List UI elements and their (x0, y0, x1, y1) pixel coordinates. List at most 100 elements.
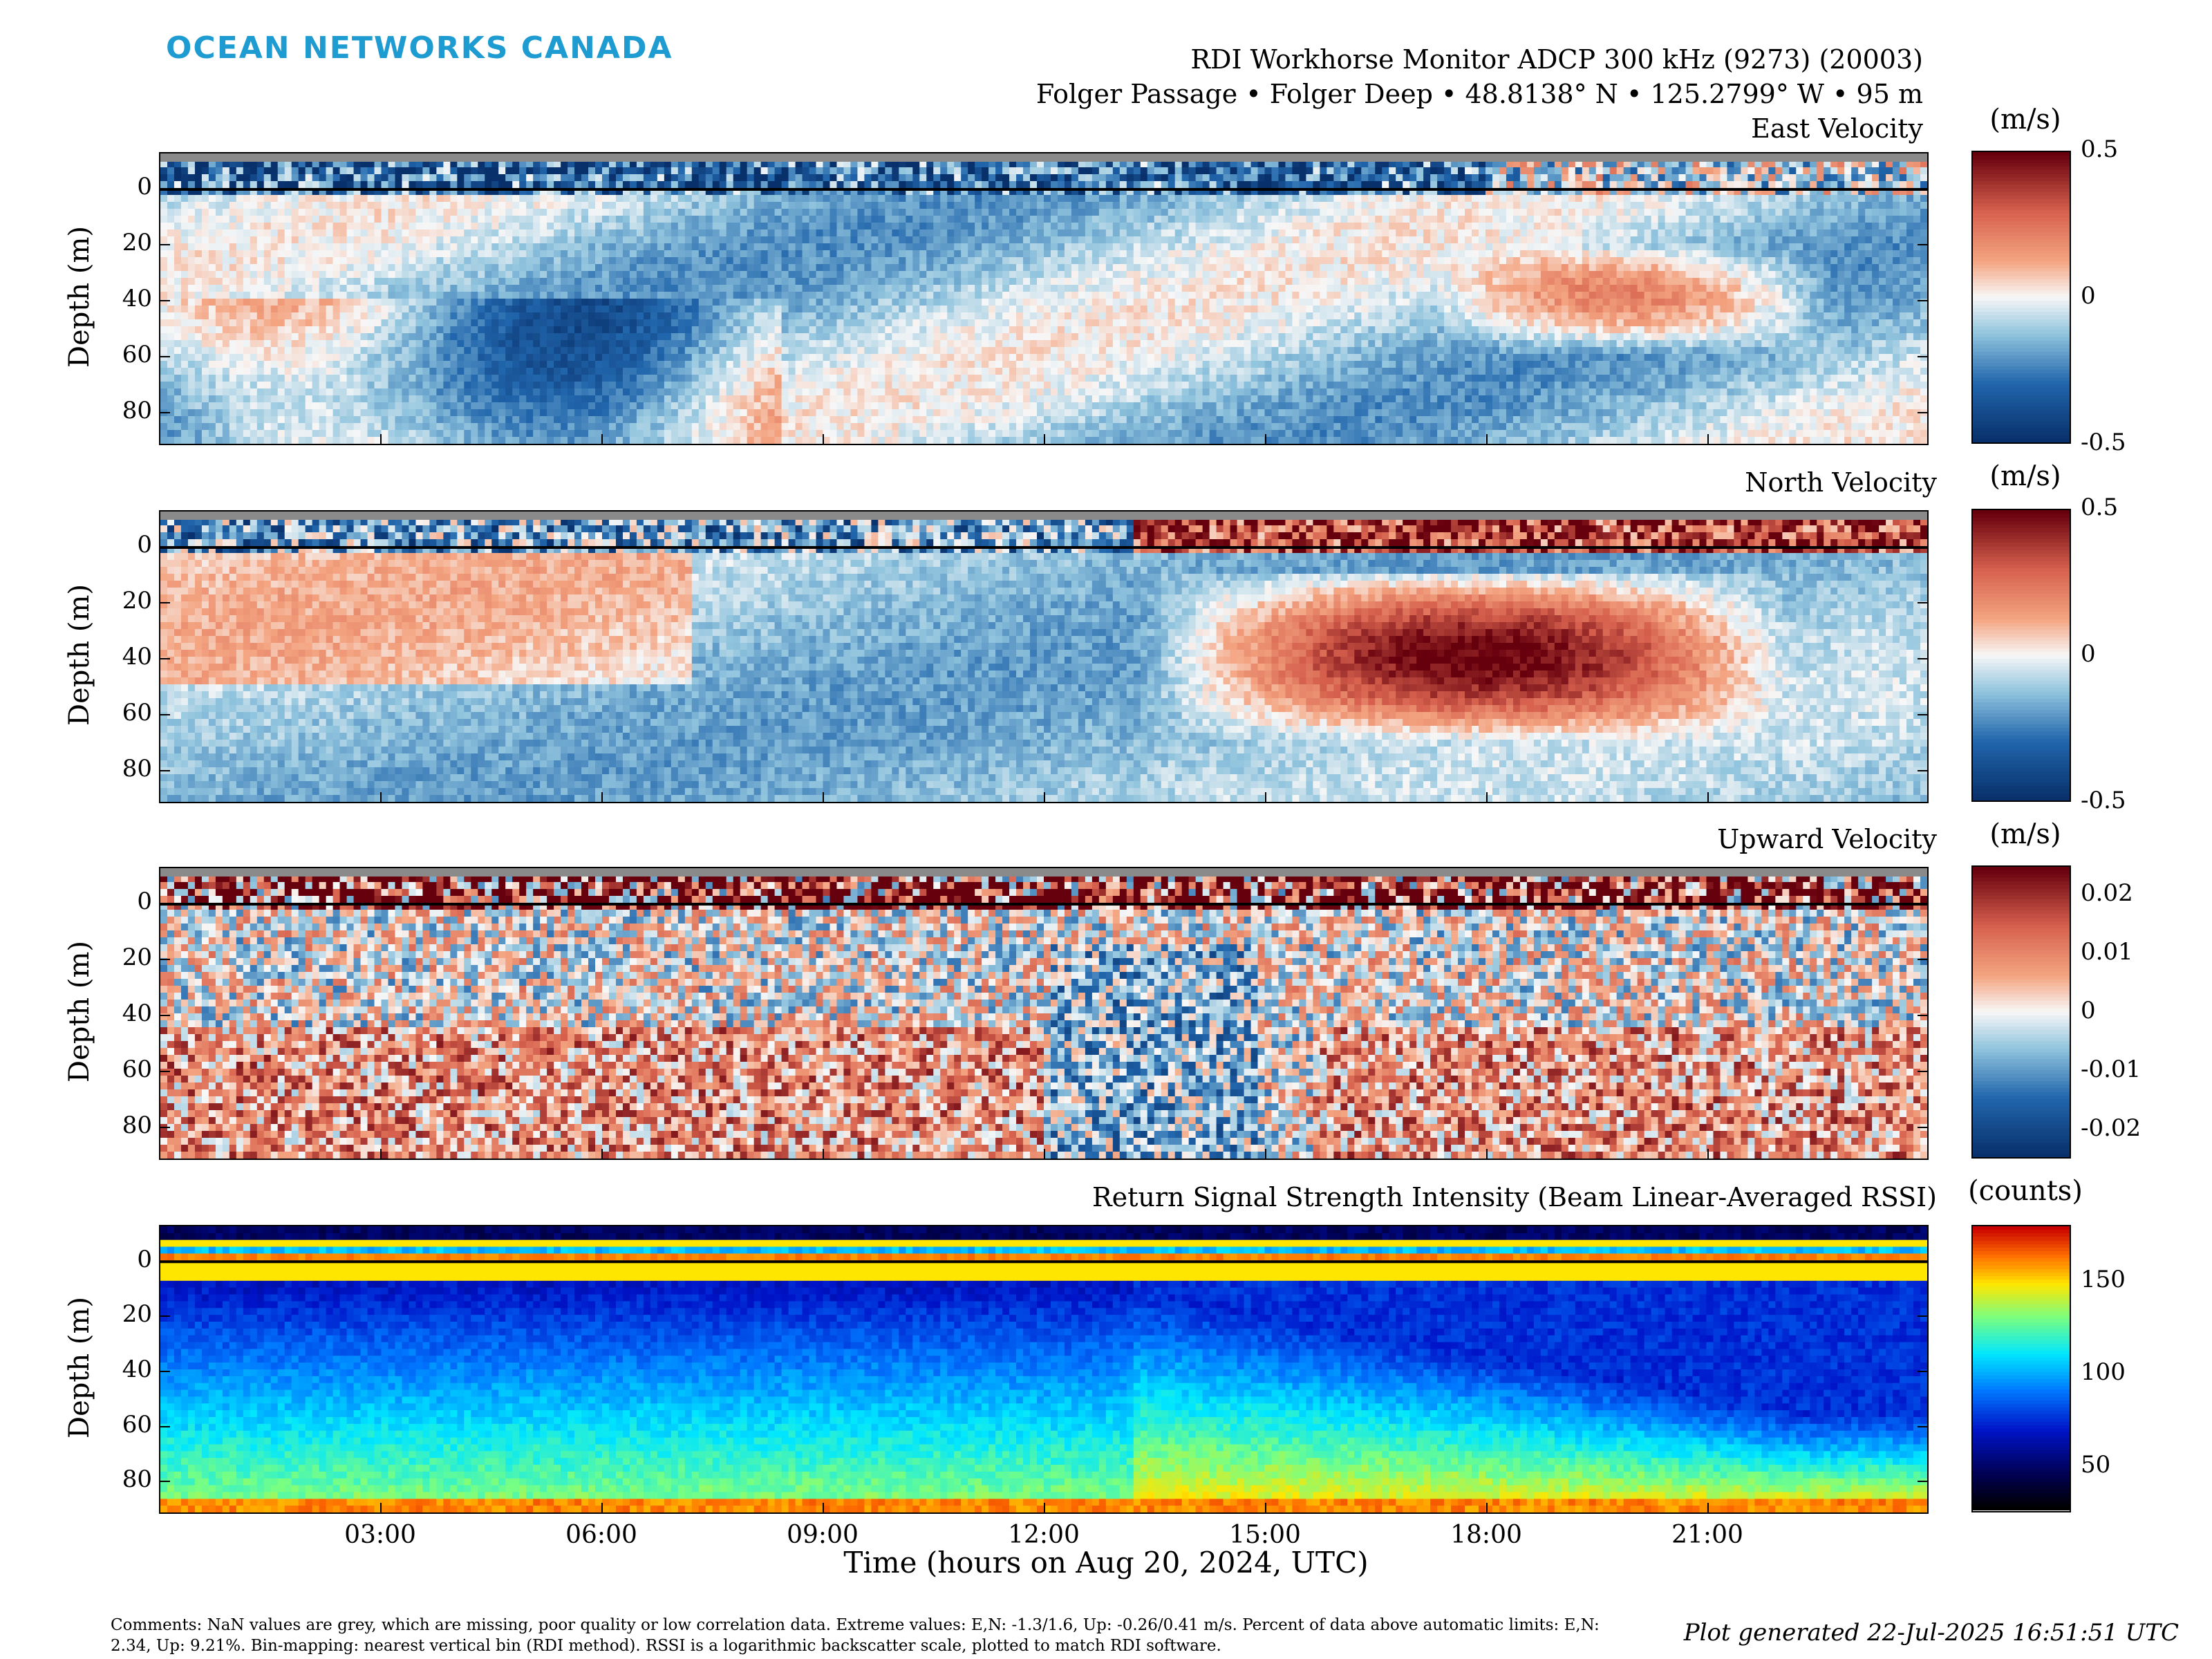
colorbar-swatch (1973, 1275, 2070, 1280)
colorbar-swatch (1973, 1471, 2070, 1475)
colorbar-swatch (1973, 925, 2070, 929)
y-tick-mark (1918, 300, 1929, 302)
colorbar-swatch (1973, 601, 2070, 605)
y-tick-label: 80 (97, 1465, 152, 1493)
colorbar-swatch (1973, 1446, 2070, 1450)
colorbar-swatch (1973, 1240, 2070, 1244)
colorbar-swatch (1973, 881, 2070, 885)
colorbar-swatch (1973, 1265, 2070, 1269)
x-tick-label: 21:00 (1652, 1521, 1763, 1549)
y-tick-mark (159, 769, 170, 771)
colorbar-swatch (1973, 778, 2070, 782)
colorbar-swatch (1973, 239, 2070, 243)
colorbar-swatch (1973, 1308, 2070, 1312)
x-tick-mark (1707, 1503, 1709, 1514)
y-tick-mark (159, 713, 170, 715)
colorbar-swatch (1973, 932, 2070, 936)
colorbar-swatch (1973, 604, 2070, 608)
colorbar-swatch (1973, 1226, 2070, 1230)
panel-title-north: North Velocity (1745, 467, 1937, 498)
colorbar-swatch (1973, 254, 2070, 258)
colorbar-swatch (1973, 384, 2070, 388)
colorbar-swatch (1973, 885, 2070, 889)
y-tick-label: 60 (97, 1411, 152, 1438)
north-colorbar-unit: (m/s) (1956, 460, 2094, 492)
colorbar-swatch (1973, 399, 2070, 403)
colorbar-swatch (1973, 943, 2070, 947)
x-tick-mark (601, 1503, 603, 1514)
colorbar-swatch (1973, 264, 2070, 268)
x-tick-mark (601, 792, 603, 803)
comments: Comments: NaN values are grey, which are… (111, 1615, 1604, 1656)
colorbar-swatch (1973, 1088, 2070, 1092)
colorbar-swatch (1973, 1091, 2070, 1096)
colorbar-swatch (1973, 1329, 2070, 1333)
colorbar-swatch (1973, 275, 2070, 279)
panel-title-east: East Velocity (1751, 113, 1923, 144)
colorbar-swatch (1973, 510, 2070, 514)
colorbar-swatch (1973, 1268, 2070, 1273)
colorbar-swatch (1973, 1114, 2070, 1118)
colorbar-swatch (1973, 983, 2070, 987)
y-tick-mark (1918, 1126, 1929, 1128)
y-tick-mark (1918, 355, 1929, 357)
colorbar-swatch (1973, 1027, 2070, 1031)
colorbar-swatch (1973, 659, 2070, 663)
colorbar-swatch (1973, 406, 2070, 410)
colorbar-swatch (1973, 1464, 2070, 1468)
colorbar-swatch (1973, 304, 2070, 308)
colorbar-swatch (1973, 1041, 2070, 1045)
y-axis-label: Depth (m) (64, 584, 95, 726)
colorbar-swatch (1973, 568, 2070, 572)
east-velocity-plot (159, 152, 1929, 445)
y-tick-label: 0 (97, 173, 152, 200)
colorbar-swatch (1973, 622, 2070, 626)
y-tick-mark (1918, 903, 1929, 905)
colorbar-swatch (1973, 1365, 2070, 1369)
colorbar-swatch (1973, 286, 2070, 290)
colorbar-swatch (1973, 939, 2070, 944)
colorbar-swatch (1973, 1311, 2070, 1315)
colorbar-swatch (1973, 1001, 2070, 1005)
colorbar-swatch (1973, 583, 2070, 587)
x-tick-mark (1707, 434, 1709, 445)
x-tick-mark (380, 434, 382, 445)
colorbar-swatch (1973, 330, 2070, 334)
colorbar-swatch (1973, 246, 2070, 250)
colorbar-swatch (1973, 1454, 2070, 1458)
y-tick-label: 20 (97, 229, 152, 256)
colorbar-swatch (1973, 608, 2070, 612)
colorbar-swatch (1973, 1499, 2070, 1503)
colorbar-swatch (1973, 1283, 2070, 1287)
colorbar-swatch (1973, 181, 2070, 185)
colorbar-swatch (1973, 250, 2070, 254)
colorbar-swatch (1973, 975, 2070, 980)
y-tick-mark (1918, 1370, 1929, 1372)
colorbar-swatch (1973, 1280, 2070, 1284)
north-velocity-field (160, 512, 1927, 802)
colorbar-tick-label: -0.01 (2081, 1056, 2141, 1083)
colorbar-swatch (1973, 764, 2070, 768)
x-tick-mark (380, 792, 382, 803)
colorbar-tick-label: 0 (2081, 997, 2096, 1024)
colorbar-swatch (1973, 630, 2070, 634)
y-tick-mark (1918, 1015, 1929, 1017)
y-tick-mark (159, 1126, 170, 1128)
colorbar-tick-label: 0 (2081, 640, 2096, 668)
colorbar-swatch (1973, 162, 2070, 167)
colorbar-swatch (1973, 1474, 2070, 1479)
colorbar-swatch (1973, 655, 2070, 659)
x-tick-mark (1707, 1149, 1709, 1160)
colorbar-swatch (1973, 1421, 2070, 1425)
colorbar-swatch (1973, 786, 2070, 790)
colorbar-swatch (1973, 728, 2070, 732)
colorbar-tick-label: 0.5 (2081, 135, 2118, 163)
y-tick-mark (159, 658, 170, 660)
colorbar-swatch (1973, 1290, 2070, 1294)
east-colorbar-unit: (m/s) (1956, 104, 2094, 135)
colorbar-swatch (1973, 1507, 2070, 1511)
colorbar-swatch (1973, 757, 2070, 761)
colorbar-swatch (1973, 1386, 2070, 1390)
colorbar-swatch (1973, 185, 2070, 189)
colorbar-swatch (1973, 308, 2070, 312)
